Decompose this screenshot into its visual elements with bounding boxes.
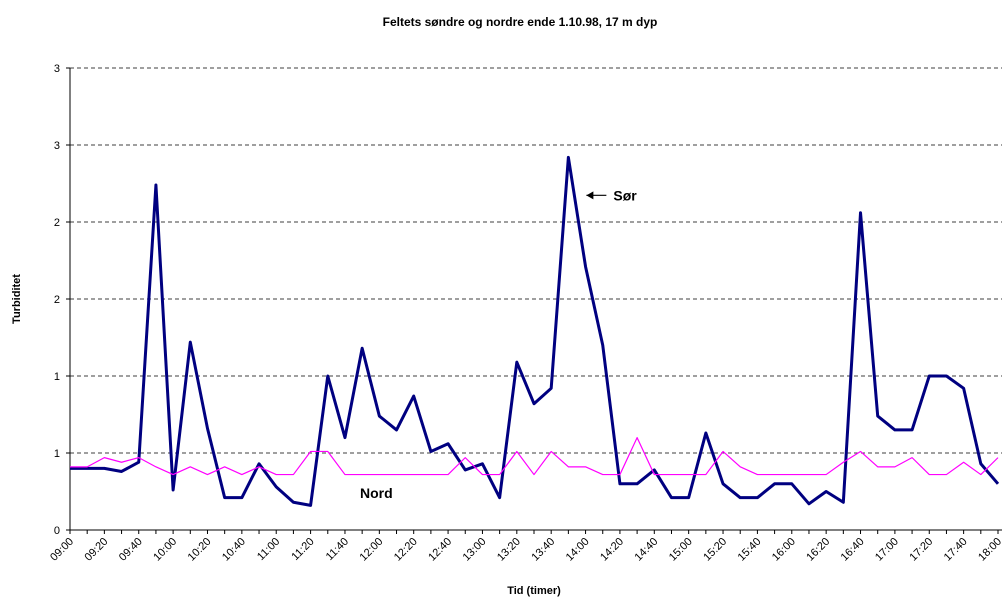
x-tick-label: 11:40 — [324, 536, 351, 563]
x-tick-label: 14:20 — [598, 536, 626, 564]
x-tick-label: 10:00 — [151, 536, 179, 564]
legend-label: Nord — [360, 485, 393, 501]
y-tick-label: 0 — [54, 525, 60, 537]
annotation-arrowhead — [586, 191, 594, 200]
x-tick-label: 15:20 — [701, 536, 729, 564]
x-tick-label: 15:40 — [736, 536, 764, 564]
x-tick-label: 13:40 — [529, 536, 557, 564]
x-tick-label: 16:20 — [804, 536, 832, 564]
x-tick-label: 13:20 — [495, 536, 523, 564]
y-tick-label: 3 — [54, 140, 60, 152]
x-tick-label: 18:00 — [976, 536, 1002, 564]
x-tick-label: 09:00 — [48, 536, 76, 564]
x-tick-label: 17:40 — [942, 536, 970, 564]
x-tick-label: 09:40 — [117, 536, 145, 564]
x-tick-label: 15:00 — [667, 536, 695, 564]
y-axis-title: Turbiditet — [11, 274, 23, 324]
x-tick-label: 13:00 — [461, 536, 489, 564]
series-line — [70, 155, 1000, 507]
y-tick-label: 3 — [54, 63, 60, 75]
y-tick-label: 2 — [54, 294, 60, 306]
x-tick-label: 16:00 — [770, 536, 798, 564]
x-tick-label: 14:40 — [632, 536, 660, 564]
y-tick-label: 1 — [54, 448, 60, 460]
x-tick-label: 17:20 — [907, 536, 935, 564]
x-tick-label: 10:20 — [186, 536, 214, 564]
x-tick-label: 10:40 — [220, 536, 248, 564]
x-tick-label: 12:40 — [426, 536, 454, 564]
legend-label: Sør — [613, 187, 637, 203]
x-tick-label: 11:20 — [289, 536, 316, 563]
series-line — [70, 437, 999, 476]
x-tick-label: 14:00 — [564, 536, 592, 564]
chart-title: Feltets søndre og nordre ende 1.10.98, 1… — [383, 15, 658, 29]
x-tick-label: 11:00 — [255, 536, 282, 563]
y-tick-label: 1 — [54, 371, 60, 383]
x-tick-label: 12:20 — [392, 536, 420, 564]
x-axis-title: Tid (timer) — [507, 585, 561, 597]
x-tick-label: 16:40 — [839, 536, 867, 564]
y-tick-label: 2 — [54, 217, 60, 229]
x-tick-label: 12:00 — [358, 536, 386, 564]
x-tick-label: 09:20 — [83, 536, 111, 564]
x-tick-label: 17:00 — [873, 536, 901, 564]
